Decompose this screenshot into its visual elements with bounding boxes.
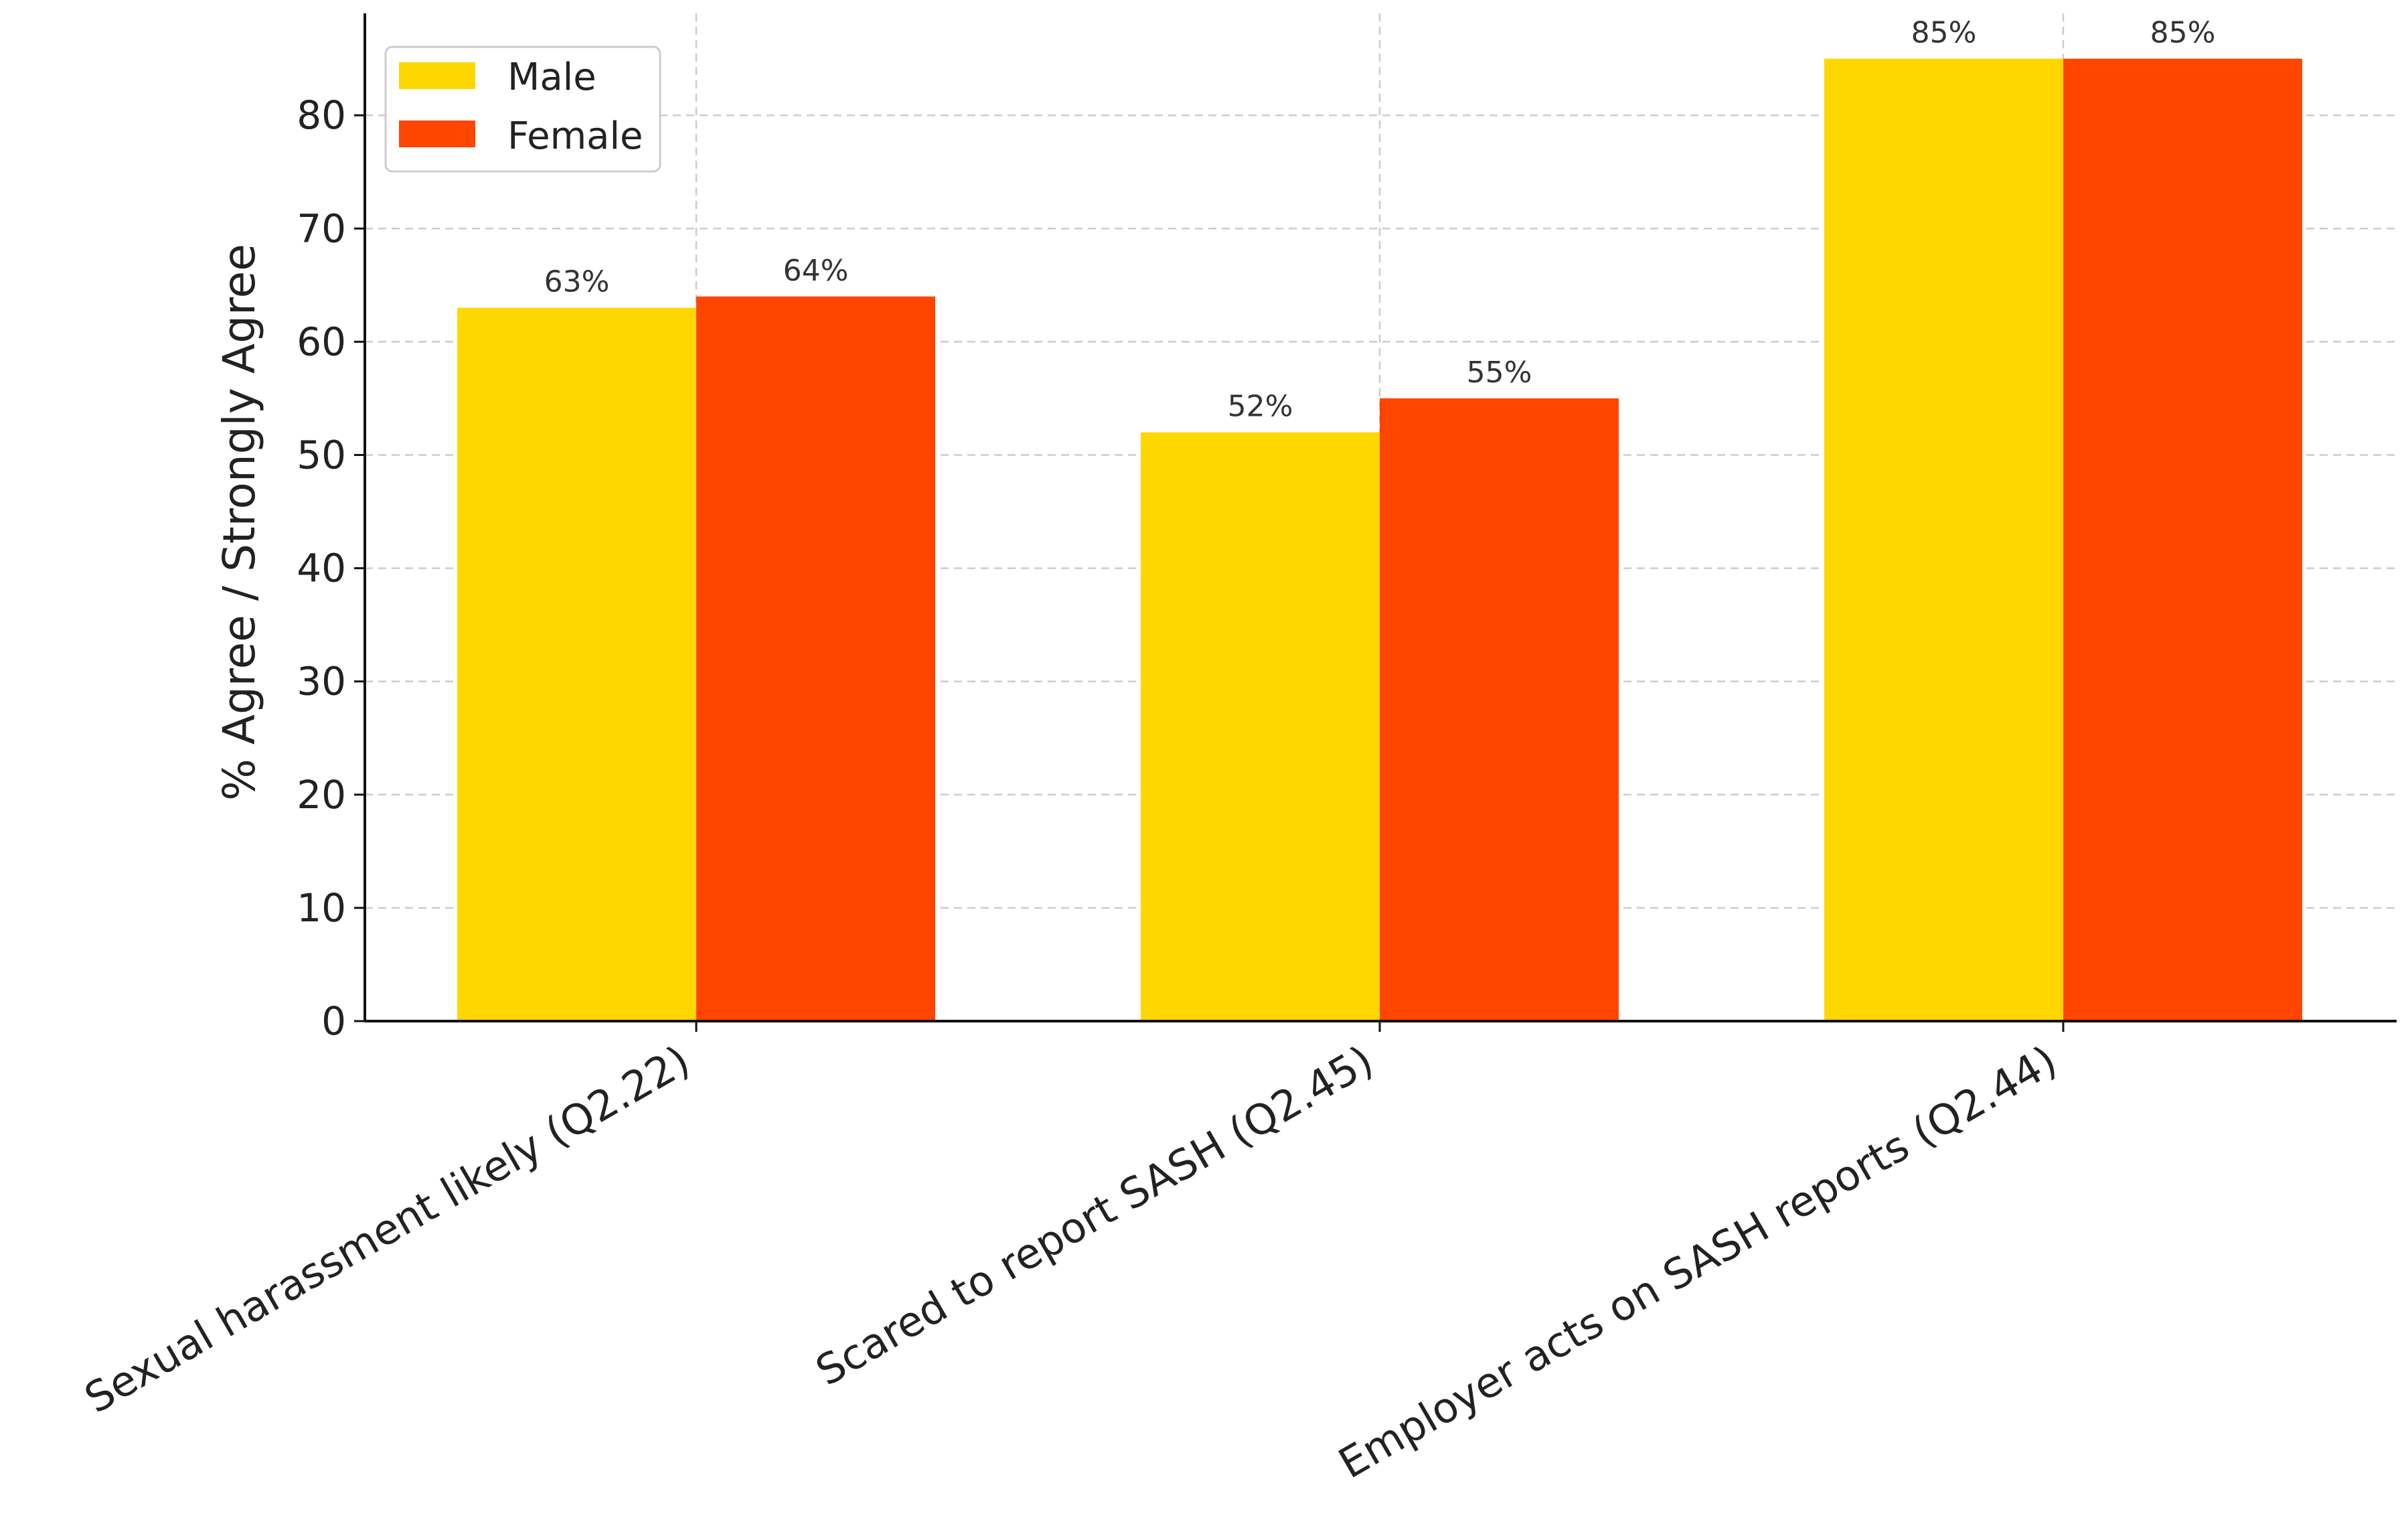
y-tick-label-70: 70	[297, 206, 346, 251]
legend-swatch-female	[399, 121, 475, 147]
bar-female-1	[1380, 398, 1619, 1021]
data-label-male-2: 85%	[1911, 16, 1977, 50]
legend-swatch-male	[399, 62, 475, 89]
data-label-male-0: 63%	[544, 265, 610, 299]
y-axis-label: % Agree / Strongly Agree	[214, 244, 265, 801]
bar-female-0	[696, 296, 935, 1021]
bar-male-1	[1141, 432, 1380, 1021]
y-tick-label-20: 20	[297, 772, 346, 818]
y-tick-label-50: 50	[297, 432, 346, 477]
y-tick-label-60: 60	[297, 319, 346, 364]
x-category-label-1: Scared to report SASH (Q2.45)	[807, 1036, 1381, 1395]
y-tick-label-10: 10	[297, 885, 346, 931]
data-label-male-1: 52%	[1228, 390, 1293, 424]
legend: Male Female	[384, 46, 661, 173]
x-category-label-2: Employer acts on SASH reports (Q2.44)	[1330, 1036, 2065, 1488]
legend-label-female: Female	[507, 114, 643, 158]
y-tick-label-0: 0	[321, 998, 346, 1044]
legend-label-male: Male	[507, 56, 596, 99]
y-tick-label-40: 40	[297, 546, 346, 591]
x-category-label-0: Sexual harassment likely (Q2.22)	[76, 1036, 698, 1423]
bar-male-0	[457, 307, 696, 1021]
y-tick-label-30: 30	[297, 659, 346, 704]
data-labels: 63% 64% 52% 55% 85% 85%	[544, 16, 2216, 424]
data-label-female-2: 85%	[2150, 16, 2216, 50]
data-label-female-1: 55%	[1467, 356, 1532, 390]
bar-male-2	[1824, 58, 2063, 1021]
data-label-female-0: 64%	[783, 254, 849, 288]
y-tick-label-80: 80	[297, 92, 346, 138]
bar-female-2	[2063, 58, 2302, 1021]
bars	[457, 58, 2302, 1021]
